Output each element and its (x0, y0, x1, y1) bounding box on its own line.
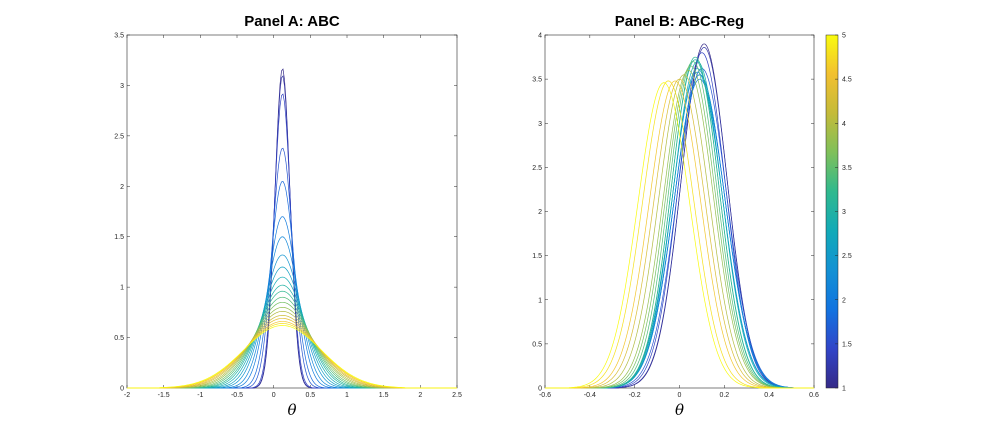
x-tick-label: -0.5 (231, 392, 243, 399)
x-tick-label: 1 (345, 392, 349, 399)
y-tick-label: 1.5 (114, 234, 124, 241)
x-tick-label: 0 (678, 392, 682, 399)
density-curve-b (545, 82, 814, 389)
density-curve-b (545, 74, 814, 389)
panel-title: Panel A: ABC (244, 13, 340, 30)
y-tick-label: 2 (120, 184, 124, 191)
x-tick-label: 0.5 (305, 392, 315, 399)
x-tick-label: -2 (124, 392, 130, 399)
colorbar-tick-label: 5 (842, 33, 846, 40)
y-tick-label: 3.5 (114, 33, 124, 40)
y-tick-label: 2 (538, 209, 542, 216)
x-axis-label: θ (287, 401, 296, 419)
x-tick-label: 0.6 (809, 392, 819, 399)
density-curve-a (127, 325, 457, 389)
colorbar: 1 1.5 2 2.5 3 3.5 4 4.5 5 (825, 33, 852, 393)
y-tick-label: 0 (120, 386, 124, 393)
x-tick-label: 2.5 (452, 392, 462, 399)
x-tick-label: -0.4 (584, 392, 596, 399)
y-tick-label: 4 (538, 33, 542, 40)
y-tick-label: 3 (120, 83, 124, 90)
y-tick-label: 0 (538, 386, 542, 393)
colorbar-tick-label: 2 (842, 297, 846, 304)
panel-b: -0.6 -0.4 -0.2 0 0.2 0.4 0.6 0 0.5 1 1.5 2 2.5 3 3.5 4 P… (532, 13, 819, 419)
colorbar-tick-label: 2.5 (842, 253, 852, 260)
x-tick-label: -0.6 (539, 392, 551, 399)
y-tick-label: 1 (120, 285, 124, 292)
panel-a: -2 -1.5 -1 -0.5 0 0.5 1 1.5 2 2.5 0 0.5 1 1.5 2 2.5 3 3.5… (114, 13, 462, 419)
x-tick-label: 0.4 (764, 392, 774, 399)
colorbar-tick-label: 4.5 (842, 77, 852, 84)
x-tick-label: 2 (418, 392, 422, 399)
x-tick-label: 0.2 (719, 392, 729, 399)
colorbar-tick-label: 1.5 (842, 341, 852, 348)
y-tick-label: 3.5 (532, 77, 542, 84)
x-tick-label: -1 (197, 392, 203, 399)
y-tick-label: 2.5 (114, 133, 124, 140)
y-tick-label: 3 (538, 121, 542, 128)
x-tick-label: -0.2 (629, 392, 641, 399)
colorbar-tick-label: 4 (842, 121, 846, 128)
x-axis-label: θ (675, 401, 684, 419)
plot-area (544, 34, 815, 389)
x-tick-label: -1.5 (158, 392, 170, 399)
density-curve-b (545, 78, 814, 389)
plot-area (126, 34, 458, 389)
x-tick-label: 0 (272, 392, 276, 399)
y-tick-label: 0.5 (532, 341, 542, 348)
y-tick-label: 2.5 (532, 165, 542, 172)
colorbar-tick-label: 3.5 (842, 165, 852, 172)
panel-title: Panel B: ABC-Reg (615, 13, 744, 30)
y-tick-label: 0.5 (114, 335, 124, 342)
y-tick-label: 1 (538, 297, 542, 304)
x-tick-label: 1.5 (379, 392, 389, 399)
y-tick-label: 1.5 (532, 253, 542, 260)
colorbar-tick-label: 3 (842, 209, 846, 216)
colorbar-tick-label: 1 (842, 386, 846, 393)
